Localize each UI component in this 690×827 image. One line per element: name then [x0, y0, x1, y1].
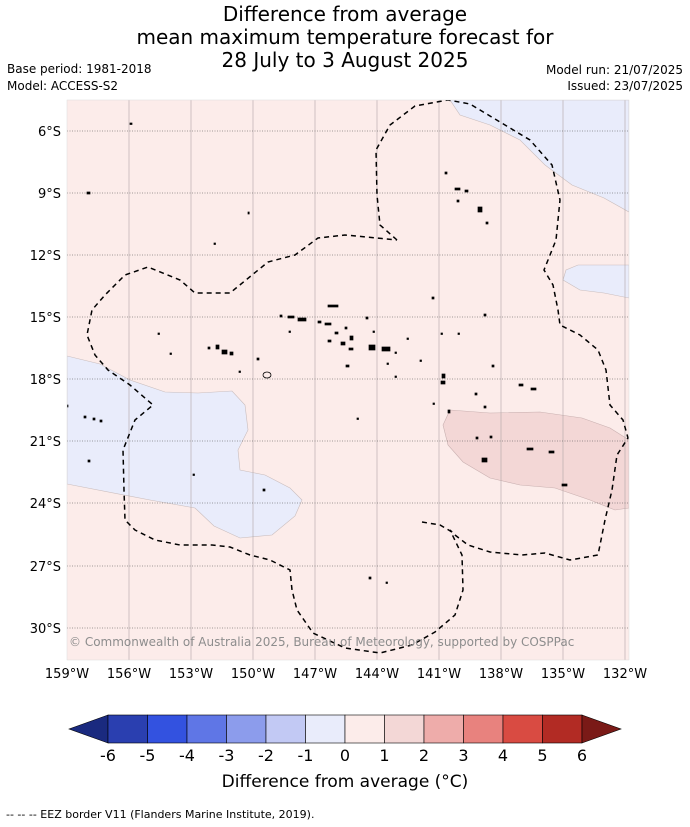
- colorbar-tick: -3: [219, 746, 235, 765]
- lon-label-135w: 135°W: [541, 667, 585, 682]
- model-name: Model: ACCESS-S2: [7, 79, 119, 93]
- colorbar-tick: -2: [258, 746, 274, 765]
- lon-label-138w: 138°W: [479, 667, 523, 682]
- colorbar-swatch: [226, 714, 267, 744]
- lon-label-147w: 147°W: [293, 667, 337, 682]
- colorbar-swatch: [463, 714, 504, 744]
- colorbar-tick: -4: [179, 746, 195, 765]
- colorbar-tick: 1: [379, 746, 389, 765]
- colorbar-label: Difference from average (°C): [221, 772, 469, 792]
- colorbar-tick: 2: [419, 746, 429, 765]
- longitude-labels: 159°W 156°W 153°W 150°W 147°W 144°W 141°…: [45, 667, 647, 682]
- colorbar-tick: 0: [340, 746, 350, 765]
- model-run: Model run: 21/07/2025: [545, 63, 683, 77]
- colorbar-swatch: [186, 714, 227, 744]
- colorbar-swatch: [542, 714, 583, 744]
- lat-label-9s: 9°S: [38, 187, 61, 202]
- colorbar-swatch: [305, 714, 346, 744]
- cool-anomaly-region-north: [449, 100, 629, 213]
- colorbar-swatch: [344, 714, 385, 744]
- colorbar-tick-labels: -6 -5 -4 -3 -2 -1 0 1 2 3 4 5 6: [100, 746, 587, 765]
- base-period: Base period: 1981-2018: [7, 62, 152, 76]
- lat-label-27s: 27°S: [30, 560, 61, 575]
- colorbar-swatch: [384, 714, 425, 744]
- colorbar-tick: -6: [100, 746, 116, 765]
- colorbar-tick: -1: [298, 746, 314, 765]
- title-line-2: mean maximum temperature forecast for: [136, 25, 554, 49]
- lat-label-18s: 18°S: [30, 373, 61, 388]
- warm-anomaly-region: [442, 409, 629, 511]
- lat-label-21s: 21°S: [30, 435, 61, 450]
- islands: [67, 122, 568, 584]
- lon-label-132w: 132°W: [603, 667, 647, 682]
- colorbar-tick: 3: [458, 746, 468, 765]
- copyright-text: © Commonwealth of Australia 2025, Bureau…: [69, 635, 574, 649]
- lat-label-24s: 24°S: [30, 497, 61, 512]
- anomaly-background: [67, 100, 629, 660]
- lon-label-141w: 141°W: [417, 667, 461, 682]
- issued-date: Issued: 23/07/2025: [567, 79, 683, 93]
- map-frame: [66, 99, 630, 661]
- title-line-1: Difference from average: [222, 2, 468, 26]
- lon-label-144w: 144°W: [355, 667, 399, 682]
- colorbar-swatch-low-extend: [68, 714, 109, 744]
- latitude-gridlines: [67, 130, 629, 629]
- title-line-3: 28 July to 3 August 2025: [221, 48, 469, 72]
- colorbar: [68, 714, 622, 744]
- eez-border-segment: [421, 521, 453, 533]
- cool-anomaly-region-west: [67, 355, 303, 539]
- colorbar-swatch: [423, 714, 464, 744]
- colorbar-swatch: [147, 714, 188, 744]
- eez-border: [86, 100, 629, 654]
- colorbar-tick: -5: [140, 746, 156, 765]
- colorbar-tick: 4: [498, 746, 508, 765]
- latitude-labels: 6°S 9°S 12°S 15°S 18°S 21°S 24°S 27°S 30…: [30, 125, 61, 637]
- colorbar-tick: 5: [537, 746, 547, 765]
- colorbar-swatch: [502, 714, 543, 744]
- lon-label-159w: 159°W: [45, 667, 89, 682]
- lat-label-6s: 6°S: [38, 125, 61, 140]
- colorbar-swatch: [265, 714, 306, 744]
- lat-label-30s: 30°S: [30, 622, 61, 637]
- colorbar-swatch-high-extend: [581, 714, 622, 744]
- forecast-map: © Commonwealth of Australia 2025, Bureau…: [30, 99, 647, 765]
- colorbar-swatch: [107, 714, 148, 744]
- colorbar-tick: 6: [577, 746, 587, 765]
- lat-label-15s: 15°S: [30, 311, 61, 326]
- eez-legend-text: -- -- -- EEZ border V11 (Flanders Marine…: [6, 808, 315, 821]
- island-ring: [262, 371, 272, 379]
- lon-label-156w: 156°W: [107, 667, 151, 682]
- lon-label-153w: 153°W: [169, 667, 213, 682]
- lat-label-12s: 12°S: [30, 249, 61, 264]
- lon-label-150w: 150°W: [231, 667, 275, 682]
